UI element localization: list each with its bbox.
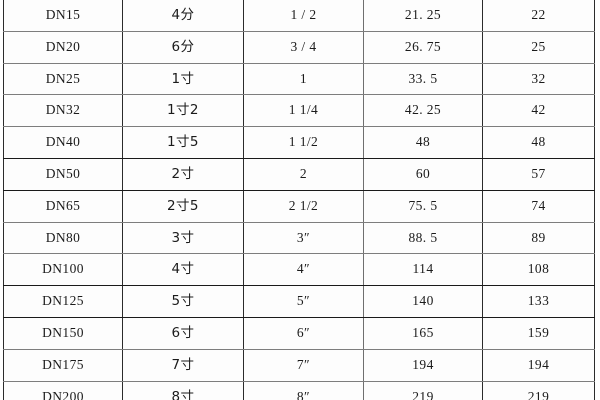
cell-imperial-inch-size: 1 / 2	[243, 0, 364, 32]
cell-outside-diameter-mm: 194	[363, 348, 483, 382]
pipe-size-table: DN15 4分 1 / 2 21. 25 22 DN20 6分 3 / 4 26. 75 25 DN…	[3, 0, 595, 400]
cell-imperial-inch-size: 7″	[243, 348, 364, 382]
cell-imperial-inch-size: 5″	[243, 285, 364, 318]
cell-chinese-inch-size: 6分	[122, 30, 244, 64]
cell-nominal-diameter-dn: DN125	[3, 285, 123, 318]
cell-inside-diameter-mm: 194	[482, 348, 595, 382]
table-row: DN175 7寸 7″ 194 194	[3, 348, 595, 382]
table-row: DN20 6分 3 / 4 26. 75 25	[3, 30, 595, 64]
cell-nominal-diameter-dn: DN175	[3, 348, 123, 382]
table-row: DN200 8寸 8″ 219 219	[3, 380, 595, 400]
cell-outside-diameter-mm: 60	[363, 157, 483, 191]
cell-imperial-inch-size: 3″	[243, 221, 364, 255]
cell-imperial-inch-size: 2 1/2	[243, 189, 364, 223]
cell-outside-diameter-mm: 42. 25	[363, 94, 483, 128]
cell-imperial-inch-size: 1 1/2	[243, 126, 364, 159]
cell-nominal-diameter-dn: DN100	[3, 253, 123, 287]
cell-inside-diameter-mm: 159	[482, 316, 595, 350]
table-row: DN65 2寸5 2 1/2 75. 5 74	[3, 189, 595, 223]
cell-chinese-inch-size: 2寸	[122, 157, 244, 191]
table-row: DN125 5寸 5″ 140 133	[3, 285, 595, 318]
cell-chinese-inch-size: 6寸	[122, 316, 244, 350]
cell-imperial-inch-size: 1 1/4	[243, 94, 364, 128]
cell-imperial-inch-size: 3 / 4	[243, 30, 364, 64]
cell-imperial-inch-size: 1	[243, 62, 364, 96]
cell-chinese-inch-size: 7寸	[122, 348, 244, 382]
cell-outside-diameter-mm: 26. 75	[363, 30, 483, 64]
cell-outside-diameter-mm: 165	[363, 316, 483, 350]
cell-imperial-inch-size: 4″	[243, 253, 364, 287]
table-row: DN50 2寸 2 60 57	[3, 157, 595, 191]
cell-nominal-diameter-dn: DN15	[3, 0, 123, 32]
cell-chinese-inch-size: 1寸5	[122, 126, 244, 159]
cell-imperial-inch-size: 8″	[243, 380, 364, 400]
cell-chinese-inch-size: 2寸5	[122, 189, 244, 223]
table-row: DN80 3寸 3″ 88. 5 89	[3, 221, 595, 255]
cell-inside-diameter-mm: 42	[482, 94, 595, 128]
cell-chinese-inch-size: 5寸	[122, 285, 244, 318]
cell-chinese-inch-size: 3寸	[122, 221, 244, 255]
cell-nominal-diameter-dn: DN65	[3, 189, 123, 223]
cell-inside-diameter-mm: 74	[482, 189, 595, 223]
cell-nominal-diameter-dn: DN32	[3, 94, 123, 128]
cell-chinese-inch-size: 1寸2	[122, 94, 244, 128]
table-row: DN40 1寸5 1 1/2 48 48	[3, 126, 595, 159]
cell-nominal-diameter-dn: DN20	[3, 30, 123, 64]
cell-outside-diameter-mm: 88. 5	[363, 221, 483, 255]
cell-imperial-inch-size: 6″	[243, 316, 364, 350]
cell-outside-diameter-mm: 75. 5	[363, 189, 483, 223]
cell-nominal-diameter-dn: DN150	[3, 316, 123, 350]
table-row: DN150 6寸 6″ 165 159	[3, 316, 595, 350]
cell-inside-diameter-mm: 108	[482, 253, 595, 287]
table-row: DN100 4寸 4″ 114 108	[3, 253, 595, 287]
cell-chinese-inch-size: 4分	[122, 0, 244, 32]
cell-imperial-inch-size: 2	[243, 157, 364, 191]
table-row: DN32 1寸2 1 1/4 42. 25 42	[3, 94, 595, 128]
cell-outside-diameter-mm: 21. 25	[363, 0, 483, 32]
cell-inside-diameter-mm: 89	[482, 221, 595, 255]
cell-outside-diameter-mm: 114	[363, 253, 483, 287]
cell-inside-diameter-mm: 57	[482, 157, 595, 191]
table-row: DN25 1寸 1 33. 5 32	[3, 62, 595, 96]
cell-outside-diameter-mm: 48	[363, 126, 483, 159]
cell-inside-diameter-mm: 32	[482, 62, 595, 96]
cell-chinese-inch-size: 1寸	[122, 62, 244, 96]
cell-outside-diameter-mm: 219	[363, 380, 483, 400]
cell-inside-diameter-mm: 25	[482, 30, 595, 64]
cell-outside-diameter-mm: 140	[363, 285, 483, 318]
cell-inside-diameter-mm: 48	[482, 126, 595, 159]
cell-chinese-inch-size: 8寸	[122, 380, 244, 400]
cell-nominal-diameter-dn: DN25	[3, 62, 123, 96]
cell-nominal-diameter-dn: DN200	[3, 380, 123, 400]
cell-chinese-inch-size: 4寸	[122, 253, 244, 287]
cell-inside-diameter-mm: 22	[482, 0, 595, 32]
cell-nominal-diameter-dn: DN40	[3, 126, 123, 159]
cell-inside-diameter-mm: 219	[482, 380, 595, 400]
cell-outside-diameter-mm: 33. 5	[363, 62, 483, 96]
cell-nominal-diameter-dn: DN50	[3, 157, 123, 191]
cell-nominal-diameter-dn: DN80	[3, 221, 123, 255]
table-body: DN15 4分 1 / 2 21. 25 22 DN20 6分 3 / 4 26. 75 25 DN…	[3, 0, 595, 400]
cell-inside-diameter-mm: 133	[482, 285, 595, 318]
table-row: DN15 4分 1 / 2 21. 25 22	[3, 0, 595, 32]
